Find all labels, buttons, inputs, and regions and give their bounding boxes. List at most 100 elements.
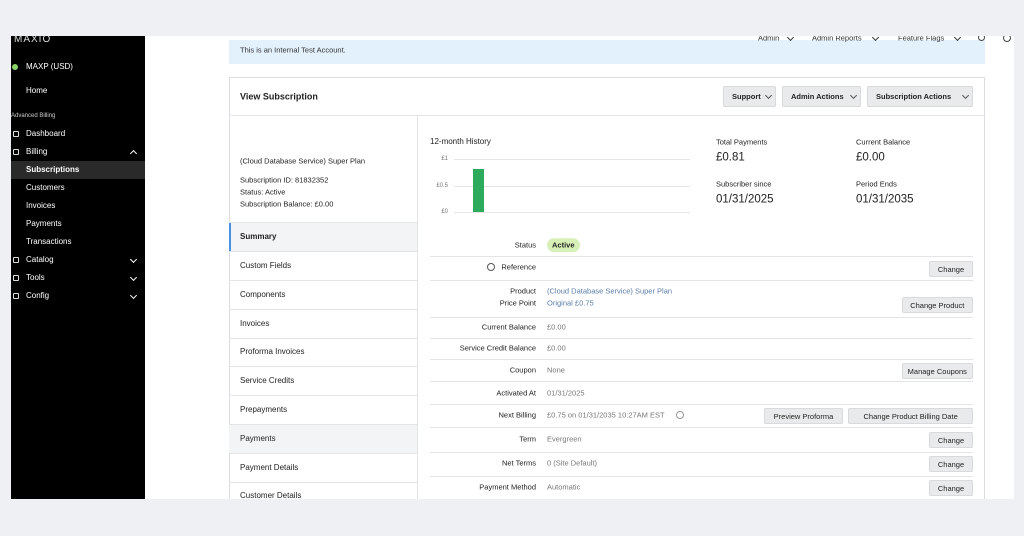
nav-item[interactable]: Transactions [26, 237, 72, 246]
stat-value: 01/31/2025 [716, 193, 774, 206]
row-divider [430, 476, 973, 477]
detail-label: Term [519, 434, 536, 444]
grid-line [454, 185, 690, 187]
tab[interactable]: Proforma Invoices [240, 347, 305, 356]
tab-divider [229, 309, 417, 310]
nav-icon [13, 131, 19, 137]
nav-item[interactable]: Dashboard [26, 129, 66, 138]
nav-item[interactable]: Catalog [26, 255, 54, 264]
header-button[interactable]: Subscription Actions [867, 86, 973, 107]
tab[interactable]: Summary [240, 232, 277, 241]
row-divider [430, 404, 973, 405]
tab-divider [229, 482, 417, 483]
tab[interactable]: Customer Details [240, 491, 302, 500]
stat-label: Period Ends [856, 179, 897, 189]
tab-divider [229, 424, 417, 425]
help-icon [487, 263, 495, 271]
nav-icon [13, 257, 19, 263]
nav-item[interactable]: Customers [26, 183, 65, 192]
button-label: Subscription Actions [876, 92, 952, 101]
header-button[interactable]: Support [723, 86, 776, 107]
bar [473, 169, 484, 212]
action-button[interactable]: Preview Proforma [763, 408, 844, 424]
tab[interactable]: Invoices [240, 319, 270, 328]
stat-label: Total Payments [716, 137, 768, 147]
detail-value: Evergreen [547, 434, 582, 444]
detail-label: Reference [501, 262, 536, 272]
header-button[interactable]: Admin Actions [782, 86, 861, 107]
button-label: Support [732, 92, 761, 101]
home[interactable]: Home [26, 86, 48, 95]
detail-value: (Cloud Database Service) Super Plan [547, 286, 673, 296]
search-icon [978, 36, 985, 41]
card [229, 77, 985, 499]
row-divider [430, 359, 973, 360]
tabs-top [229, 222, 417, 223]
detail-label: Next Billing [498, 410, 536, 420]
action-button[interactable]: Change Product [901, 297, 973, 313]
row-divider [430, 280, 973, 281]
logo: MAXIO [14, 36, 52, 45]
row-divider [430, 338, 973, 339]
detail-value: £0.00 [547, 343, 566, 353]
action-button[interactable]: Change [929, 432, 973, 448]
action-button[interactable]: Change [929, 261, 973, 277]
tab-divider [229, 338, 417, 339]
sidebar [11, 36, 145, 499]
row-divider [430, 256, 973, 257]
nav-icon [13, 293, 19, 299]
user-icon [1003, 36, 1011, 42]
nav-icon [13, 275, 19, 281]
action-button[interactable]: Change [929, 456, 973, 472]
tab[interactable]: Custom Fields [240, 261, 292, 270]
balance: Subscription Balance: £0.00 [240, 199, 334, 209]
account[interactable]: MAXP (USD) [26, 62, 73, 71]
row-divider [430, 317, 973, 318]
y-tick-label: £0 [441, 209, 448, 215]
detail-label: Activated At [496, 388, 536, 398]
stat-value: 01/31/2035 [856, 193, 914, 206]
button-label: Admin Actions [791, 92, 844, 101]
action-button[interactable]: Manage Coupons [901, 363, 973, 379]
chart-title: 12-month History [430, 137, 491, 146]
help-icon [676, 411, 684, 419]
status-dot [12, 64, 18, 70]
nav-item[interactable]: Config [26, 291, 50, 300]
y-tick-label: £1 [441, 156, 448, 162]
action-button[interactable]: Change [929, 480, 973, 496]
detail-label: Price Point [499, 298, 536, 308]
tab[interactable]: Service Credits [240, 376, 295, 385]
tab[interactable]: Prepayments [240, 405, 288, 414]
action-button[interactable]: Change Product Billing Date [848, 408, 973, 424]
nav-item[interactable]: Subscriptions [26, 165, 80, 174]
nav-item[interactable]: Invoices [26, 201, 56, 210]
stat-label: Current Balance [856, 137, 911, 147]
top-nav-link[interactable]: Feature Flags [898, 36, 945, 43]
card-divider [229, 115, 985, 116]
tab[interactable]: Payment Details [240, 463, 299, 472]
detail-label: Coupon [509, 365, 536, 375]
status: Status: Active [240, 187, 286, 197]
row-divider [430, 427, 973, 428]
detail-value: £0.75 on 01/31/2035 10:27AM EST [547, 410, 665, 420]
y-tick-label: £0.5 [436, 182, 448, 189]
nav-icon [13, 149, 19, 155]
tab-divider [229, 395, 417, 396]
tab-hover [229, 425, 417, 453]
detail-value: Original £0.75 [547, 298, 594, 308]
stat-value: £0.81 [716, 151, 745, 164]
plan-name: (Cloud Database Service) Super Plan [240, 156, 366, 166]
top-nav-link[interactable]: Admin [758, 36, 780, 43]
tab-divider [229, 366, 417, 367]
nav-item[interactable]: Payments [26, 219, 62, 228]
top-nav-link[interactable]: Admin Reports [812, 36, 862, 43]
column-divider [417, 115, 418, 499]
nav-item[interactable]: Billing [26, 147, 48, 156]
nav-active [11, 161, 145, 179]
tab[interactable]: Components [240, 290, 286, 299]
page-title: View Subscription [240, 91, 318, 102]
tab[interactable]: Payments [240, 434, 276, 443]
tab-divider [229, 280, 417, 281]
nav-item[interactable]: Tools [26, 273, 45, 282]
detail-value: £0.00 [547, 322, 566, 332]
